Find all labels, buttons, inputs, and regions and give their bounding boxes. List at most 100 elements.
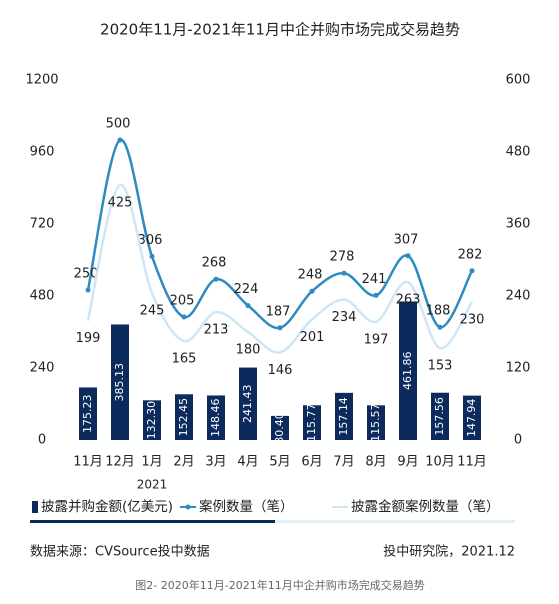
bar — [367, 405, 385, 440]
bar-value-label: 461.86 — [401, 351, 414, 390]
bar — [335, 392, 353, 440]
y-tick-label: 0 — [38, 433, 46, 448]
line-value-label: 282 — [458, 247, 483, 262]
line-value-label: 188 — [426, 304, 451, 319]
line-value-label: 307 — [394, 232, 419, 247]
y2-tick-label: 600 — [506, 73, 531, 88]
line-value-label: 268 — [202, 256, 227, 271]
x-tick-label: 7月 — [333, 455, 354, 470]
line-value-label: 146 — [268, 363, 293, 378]
line-point — [181, 314, 187, 320]
bar-value-label: 152.45 — [177, 398, 190, 437]
line-value-label: 187 — [266, 304, 291, 319]
legend-label: 案例数量（笔） — [199, 498, 294, 515]
line-point — [309, 288, 315, 294]
bar-value-label: 147.94 — [465, 399, 478, 438]
bar-value-label: 385.13 — [113, 363, 126, 402]
y2-tick-label: 120 — [506, 361, 531, 376]
x-tick-label: 8月 — [365, 455, 386, 470]
publisher: 投中研究院，2021.12 — [383, 544, 515, 560]
x-tick-label: 5月 — [269, 455, 290, 470]
bar-value-label: 157.14 — [337, 397, 350, 436]
legend-swatch — [185, 504, 191, 510]
bar-value-label: 157.56 — [433, 397, 446, 436]
y2-tick-label: 240 — [506, 289, 531, 304]
line-value-label: 500 — [106, 117, 131, 132]
x-tick-label: 11月 — [457, 455, 487, 470]
x-tick-label: 1月 — [141, 455, 162, 470]
bar-value-label: 115.77 — [305, 403, 318, 442]
bar — [143, 400, 161, 440]
source: 数据来源：CVSource投中数据 — [30, 544, 210, 560]
bar — [399, 301, 417, 440]
x-tick-label: 2月 — [173, 455, 194, 470]
line-value-label: 153 — [428, 359, 453, 374]
line-value-label: 245 — [140, 304, 165, 319]
bar — [207, 395, 225, 440]
bar — [431, 392, 449, 440]
bar — [111, 324, 129, 440]
y-tick-label: 720 — [30, 217, 55, 232]
line-value-label: 201 — [300, 330, 325, 345]
line-point — [117, 137, 123, 143]
x-tick-label: 3月 — [205, 455, 226, 470]
line-point — [469, 268, 475, 274]
line-value-label: 199 — [76, 331, 101, 346]
line-value-label: 213 — [204, 323, 229, 338]
y-tick-label: 240 — [30, 361, 55, 376]
line-point — [277, 325, 283, 331]
bar-value-label: 132.30 — [145, 401, 158, 440]
line-point — [341, 270, 347, 276]
bar — [463, 395, 481, 440]
bar — [271, 415, 289, 440]
y-tick-label: 1200 — [25, 73, 58, 88]
line-value-label: 234 — [332, 310, 357, 325]
line-point — [373, 292, 379, 298]
line-point — [85, 287, 91, 293]
year-annotation: 2021 — [137, 478, 168, 492]
bar-value-label: 115.57 — [369, 403, 382, 442]
y2-tick-label: 0 — [514, 433, 522, 448]
bar-value-label: 241.43 — [241, 385, 254, 424]
bar — [303, 405, 321, 440]
line-value-label: 197 — [364, 332, 389, 347]
y2-tick-label: 360 — [506, 217, 531, 232]
line-value-label: 278 — [330, 250, 355, 265]
y2-tick-label: 480 — [506, 145, 531, 160]
bar-value-label: 80.40 — [273, 412, 286, 444]
line — [86, 183, 474, 354]
chart-title: 2020年11月-2021年11月中企并购市场完成交易趋势 — [100, 21, 460, 39]
bar-value-label: 148.46 — [209, 398, 222, 437]
line-point — [149, 253, 155, 259]
bar — [239, 367, 257, 440]
line-value-label: 180 — [236, 343, 261, 358]
x-tick-label: 12月 — [105, 455, 135, 470]
line-value-label: 306 — [138, 233, 163, 248]
legend-label: 披露并购金额(亿美元) — [41, 499, 173, 515]
bar — [175, 394, 193, 440]
line-value-label: 263 — [396, 293, 421, 308]
line-value-label: 250 — [74, 267, 99, 282]
x-tick-label: 9月 — [397, 455, 418, 470]
line-value-label: 425 — [108, 196, 133, 211]
line-point — [405, 253, 411, 259]
x-tick-label: 6月 — [301, 455, 322, 470]
legend-bar-light — [275, 520, 515, 523]
line-value-label: 230 — [460, 313, 485, 328]
x-tick-label: 4月 — [237, 455, 258, 470]
bar-value-label: 175.23 — [81, 394, 94, 433]
line-value-label: 165 — [172, 352, 197, 367]
line-point — [245, 303, 251, 309]
bar — [79, 387, 97, 440]
line-value-label: 205 — [170, 294, 195, 309]
x-tick-label: 11月 — [73, 455, 103, 470]
x-tick-label: 10月 — [425, 455, 455, 470]
line-value-label: 224 — [234, 282, 259, 297]
caption: 图2- 2020年11月-2021年11月中企并购市场完成交易趋势 — [135, 578, 424, 592]
legend-swatch — [32, 501, 38, 513]
line-value-label: 241 — [362, 272, 387, 287]
legend-label: 披露金额案例数量（笔） — [351, 498, 500, 515]
y-tick-label: 480 — [30, 289, 55, 304]
line-value-label: 248 — [298, 268, 323, 283]
